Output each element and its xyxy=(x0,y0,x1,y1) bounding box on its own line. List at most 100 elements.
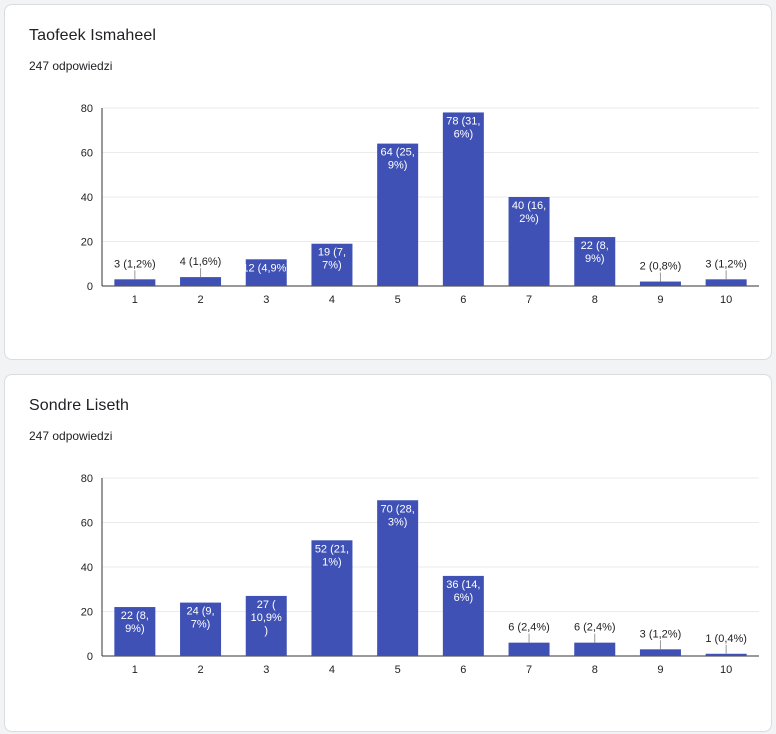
y-tick-label: 0 xyxy=(87,651,93,663)
bar xyxy=(574,237,616,286)
x-tick-label: 9 xyxy=(657,294,663,306)
data-label-line: 64 (25, xyxy=(381,147,415,159)
data-label-line: 27 ( xyxy=(257,599,276,611)
bar xyxy=(245,595,287,656)
bar xyxy=(705,279,747,286)
data-label-line: 3 (1,2%) xyxy=(705,258,747,270)
x-tick-label: 8 xyxy=(592,294,598,306)
data-label: 12 (4,9%) xyxy=(242,262,290,274)
data-label: 24 (9, 7%) xyxy=(186,606,214,631)
data-label-line: 22 (8, xyxy=(581,240,609,252)
x-tick-label: 4 xyxy=(329,664,335,676)
x-tick-label: 2 xyxy=(197,664,203,676)
x-tick-label: 5 xyxy=(395,294,401,306)
data-label-line: 36 (14, xyxy=(446,579,480,591)
bar xyxy=(639,649,681,656)
data-label-line: 2%) xyxy=(519,213,539,225)
data-label-line: 6 (2,4%) xyxy=(574,622,616,634)
bar xyxy=(442,112,484,286)
data-label-line: 40 (16, xyxy=(512,200,546,212)
y-tick-label: 20 xyxy=(81,607,93,619)
data-label-line: 6%) xyxy=(454,128,474,140)
bar-chart: 0 20 40 60 80 1 22 (8, 9%) 2 24 (9, 7%) 3 27 (10,9%)… xyxy=(81,473,759,676)
bar xyxy=(311,243,353,286)
y-tick-label: 40 xyxy=(81,192,93,204)
data-label-line: 24 (9, xyxy=(186,606,214,618)
data-label-line: 12 (4,9%) xyxy=(242,262,290,274)
x-tick-label: 8 xyxy=(592,664,598,676)
data-label-line: 7%) xyxy=(191,619,211,631)
data-label-line: 9%) xyxy=(388,160,408,172)
y-tick-label: 60 xyxy=(81,518,93,530)
bar xyxy=(639,281,681,286)
bar xyxy=(311,540,353,656)
data-label: 4 (1,6%) xyxy=(180,256,222,268)
question-card-taofeek: Taofeek Ismaheel 247 odpowiedzi 0 20 40 60 8… xyxy=(4,4,772,360)
bar-chart: 0 20 40 60 80 1 3 (1,2%) 2 4 (1,6%) 3 12 (4,9%) 4 19… xyxy=(81,103,759,306)
y-tick-label: 80 xyxy=(81,103,93,115)
data-label: 6 (2,4%) xyxy=(508,622,550,634)
data-label-line: 3 (1,2%) xyxy=(114,258,156,270)
x-tick-label: 9 xyxy=(657,664,663,676)
data-label: 19 (7, 7%) xyxy=(318,247,346,272)
bar xyxy=(508,197,550,286)
data-label: 36 (14, 6%) xyxy=(446,579,480,604)
y-tick-label: 80 xyxy=(81,473,93,485)
data-label-line: 22 (8, xyxy=(121,610,149,622)
x-tick-label: 4 xyxy=(329,294,335,306)
data-label-line: 3%) xyxy=(388,516,408,528)
x-tick-label: 2 xyxy=(197,294,203,306)
data-label-line: 10,9% xyxy=(251,612,282,624)
bar xyxy=(114,607,156,656)
data-label: 64 (25, 9%) xyxy=(381,147,415,172)
data-label-line: 3 (1,2%) xyxy=(640,628,682,640)
data-label: 40 (16, 2%) xyxy=(512,200,546,225)
data-label: 70 (28, 3%) xyxy=(381,503,415,528)
y-tick-label: 0 xyxy=(87,281,93,293)
x-tick-label: 1 xyxy=(132,664,138,676)
data-label: 1 (0,4%) xyxy=(705,633,747,645)
data-label: 27 (10,9%) xyxy=(251,599,282,637)
response-count: 247 odpowiedzi xyxy=(29,59,113,73)
x-tick-label: 7 xyxy=(526,294,532,306)
y-tick-label: 40 xyxy=(81,562,93,574)
data-label: 2 (0,8%) xyxy=(640,261,682,273)
x-tick-label: 1 xyxy=(132,294,138,306)
bar xyxy=(180,602,222,656)
data-label-line: 1 (0,4%) xyxy=(705,633,747,645)
y-tick-label: 60 xyxy=(81,148,93,160)
data-label: 6 (2,4%) xyxy=(574,622,616,634)
x-tick-label: 10 xyxy=(720,294,732,306)
data-label-line: 2 (0,8%) xyxy=(640,261,682,273)
data-label-line: ) xyxy=(264,625,268,637)
data-label-line: 9%) xyxy=(585,253,605,265)
x-tick-label: 5 xyxy=(395,664,401,676)
x-tick-label: 10 xyxy=(720,664,732,676)
bar xyxy=(377,143,419,286)
data-label: 22 (8, 9%) xyxy=(581,240,609,265)
data-label-line: 78 (31, xyxy=(446,115,480,127)
data-label-line: 4 (1,6%) xyxy=(180,256,222,268)
data-label: 78 (31, 6%) xyxy=(446,115,480,140)
bar xyxy=(377,500,419,656)
data-label: 52 (21, 1%) xyxy=(315,543,349,568)
data-label-line: 1%) xyxy=(322,556,342,568)
bar xyxy=(245,259,287,286)
data-label-line: 7%) xyxy=(322,260,342,272)
data-label: 22 (8, 9%) xyxy=(121,610,149,635)
data-label: 3 (1,2%) xyxy=(114,258,156,270)
data-label-line: 6%) xyxy=(454,592,474,604)
question-card-sondre: Sondre Liseth 247 odpowiedzi 0 20 40 60 80 1 2… xyxy=(4,374,772,732)
data-label: 3 (1,2%) xyxy=(640,628,682,640)
x-tick-label: 7 xyxy=(526,664,532,676)
bar xyxy=(705,653,747,656)
bar xyxy=(180,277,222,286)
data-label-line: 70 (28, xyxy=(381,503,415,515)
x-tick-label: 3 xyxy=(263,664,269,676)
bar xyxy=(442,575,484,656)
data-label-line: 52 (21, xyxy=(315,543,349,555)
response-count: 247 odpowiedzi xyxy=(29,429,113,443)
y-tick-label: 20 xyxy=(81,237,93,249)
bar xyxy=(574,642,616,656)
x-tick-label: 3 xyxy=(263,294,269,306)
